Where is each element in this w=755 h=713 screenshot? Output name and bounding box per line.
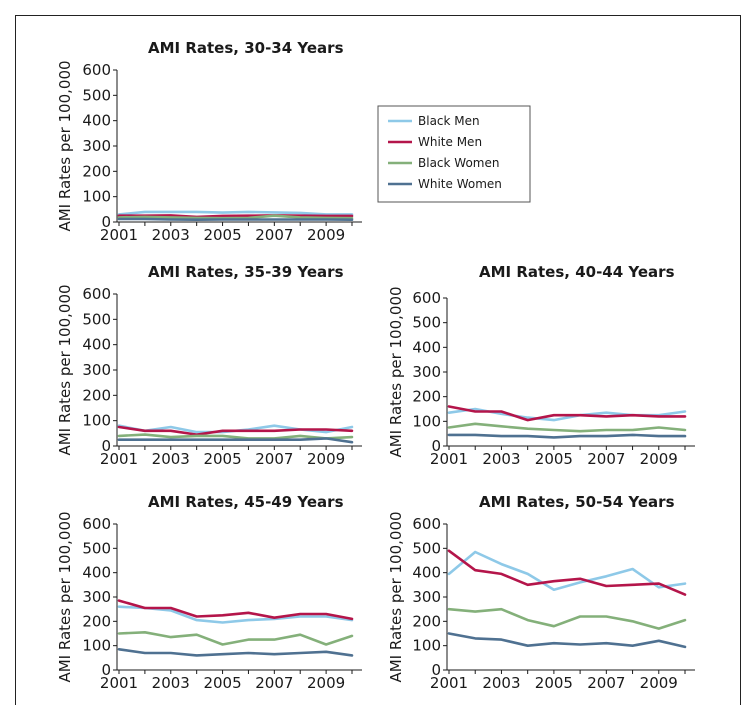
y-tick-label: 400 (82, 112, 111, 130)
y-tick-label: 500 (412, 539, 441, 557)
y-tick-label: 500 (82, 86, 111, 104)
y-axis-label: AMI Rates per 100,000 (387, 286, 405, 457)
series-line-black-men (117, 210, 354, 216)
series-line-white-women (117, 217, 354, 221)
y-tick-label: 100 (82, 637, 111, 655)
series-line-white-women (447, 632, 687, 649)
y-axis-label: AMI Rates per 100,000 (387, 511, 405, 682)
series-line-white-men (117, 425, 354, 436)
x-tick-label: 2005 (535, 450, 573, 468)
chart-title: AMI Rates, 45-49 Years (148, 493, 344, 511)
y-tick-label: 0 (101, 437, 111, 455)
x-tick-label: 2005 (203, 674, 241, 692)
y-tick-label: 0 (431, 661, 441, 679)
series-line-black-women (117, 631, 354, 646)
series-line-white-men (117, 599, 354, 621)
y-tick-label: 300 (82, 137, 111, 155)
y-tick-label: 400 (82, 564, 111, 582)
y-tick-label: 400 (412, 564, 441, 582)
y-tick-label: 300 (412, 588, 441, 606)
series-line-white-women (447, 433, 687, 439)
x-tick-label: 2007 (587, 450, 625, 468)
chart-panel-5: AMI Rates, 50-54 Years AMI Rates per 100,… (387, 493, 695, 692)
y-tick-label: 200 (412, 388, 441, 406)
legend-label: White Women (418, 177, 502, 191)
y-tick-label: 100 (82, 188, 111, 206)
y-tick-label: 100 (412, 412, 441, 430)
chart-panel-1: AMI Rates, 30-34 Years AMI Rates per 100,… (56, 39, 362, 244)
series-line-white-women (117, 648, 354, 657)
y-tick-label: 500 (82, 310, 111, 328)
x-tick-label: 2009 (640, 450, 678, 468)
chart-panel-4: AMI Rates, 45-49 Years AMI Rates per 100,… (56, 493, 362, 692)
x-tick-label: 2003 (152, 450, 190, 468)
series-line-black-women (447, 422, 687, 433)
y-tick-label: 300 (412, 363, 441, 381)
x-tick-label: 2001 (430, 674, 468, 692)
series-line-black-women (117, 214, 354, 220)
x-tick-label: 2001 (100, 450, 138, 468)
legend-label: White Men (418, 135, 482, 149)
legend-label: Black Women (418, 156, 499, 170)
chart-title: AMI Rates, 50-54 Years (479, 493, 675, 511)
y-tick-label: 500 (412, 314, 441, 332)
x-tick-label: 2007 (255, 226, 293, 244)
x-tick-label: 2009 (640, 674, 678, 692)
series-line-black-men (447, 550, 687, 591)
y-tick-label: 300 (82, 588, 111, 606)
y-tick-label: 200 (82, 612, 111, 630)
y-tick-label: 600 (82, 285, 111, 303)
legend: Black Men White Men Black Women White Women (377, 105, 531, 203)
x-tick-label: 2001 (430, 450, 468, 468)
x-tick-label: 2009 (307, 674, 345, 692)
x-tick-label: 2001 (100, 674, 138, 692)
x-tick-label: 2003 (152, 226, 190, 244)
series-line-black-women (117, 433, 354, 440)
series-line-white-men (117, 214, 354, 219)
y-tick-label: 200 (412, 612, 441, 630)
legend-label: Black Men (418, 114, 480, 128)
series-line-white-women (117, 437, 354, 444)
y-tick-label: 500 (82, 539, 111, 557)
chart-title: AMI Rates, 30-34 Years (148, 39, 344, 57)
y-tick-label: 600 (412, 515, 441, 533)
y-tick-label: 200 (82, 162, 111, 180)
x-tick-label: 2009 (307, 450, 345, 468)
y-tick-label: 400 (412, 338, 441, 356)
y-axis-label: AMI Rates per 100,000 (56, 511, 74, 682)
series-line-white-men (447, 549, 687, 596)
series-line-white-men (447, 405, 687, 422)
chart-panel-3: AMI Rates, 40-44 Years AMI Rates per 100,… (387, 263, 695, 468)
x-tick-label: 2005 (203, 226, 241, 244)
x-tick-label: 2003 (152, 674, 190, 692)
y-tick-label: 0 (101, 661, 111, 679)
y-tick-label: 600 (82, 61, 111, 79)
chart-panel-2: AMI Rates, 35-39 Years AMI Rates per 100,… (56, 263, 362, 468)
x-tick-label: 2001 (100, 226, 138, 244)
chart-title: AMI Rates, 35-39 Years (148, 263, 344, 281)
y-tick-label: 200 (82, 386, 111, 404)
y-tick-label: 300 (82, 361, 111, 379)
y-tick-label: 400 (82, 336, 111, 354)
x-tick-label: 2005 (203, 450, 241, 468)
x-tick-label: 2005 (535, 674, 573, 692)
x-tick-label: 2009 (307, 226, 345, 244)
x-tick-label: 2003 (482, 674, 520, 692)
x-tick-label: 2007 (255, 450, 293, 468)
y-tick-label: 600 (412, 289, 441, 307)
y-tick-label: 100 (412, 637, 441, 655)
x-tick-label: 2007 (587, 674, 625, 692)
chart-title: AMI Rates, 40-44 Years (479, 263, 675, 281)
y-tick-label: 0 (101, 213, 111, 231)
y-axis-label: AMI Rates per 100,000 (56, 60, 74, 231)
series-line-black-women (447, 607, 687, 630)
y-tick-label: 600 (82, 515, 111, 533)
y-tick-label: 100 (82, 412, 111, 430)
y-tick-label: 0 (431, 437, 441, 455)
figure-frame (15, 15, 741, 705)
y-axis-label: AMI Rates per 100,000 (56, 284, 74, 455)
x-tick-label: 2003 (482, 450, 520, 468)
x-tick-label: 2007 (255, 674, 293, 692)
